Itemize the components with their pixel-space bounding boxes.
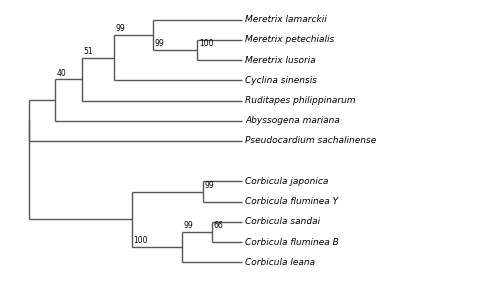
Text: 100: 100 bbox=[199, 39, 214, 49]
Text: Corbicula japonica: Corbicula japonica bbox=[245, 177, 328, 186]
Text: 66: 66 bbox=[214, 221, 224, 230]
Text: Meretrix lusoria: Meretrix lusoria bbox=[245, 56, 316, 65]
Text: Corbicula leana: Corbicula leana bbox=[245, 258, 316, 267]
Text: Corbicula sandai: Corbicula sandai bbox=[245, 217, 320, 226]
Text: Ruditapes philippinarum: Ruditapes philippinarum bbox=[245, 96, 356, 105]
Text: Abyssogena mariana: Abyssogena mariana bbox=[245, 116, 340, 125]
Text: Cyclina sinensis: Cyclina sinensis bbox=[245, 76, 317, 85]
Text: Corbicula fluminea Y: Corbicula fluminea Y bbox=[245, 197, 338, 206]
Text: 99: 99 bbox=[184, 221, 194, 230]
Text: Pseudocardium sachalinense: Pseudocardium sachalinense bbox=[245, 136, 376, 146]
Text: 40: 40 bbox=[57, 69, 66, 78]
Text: Meretrix lamarckii: Meretrix lamarckii bbox=[245, 15, 327, 24]
Text: 99: 99 bbox=[116, 24, 126, 33]
Text: 51: 51 bbox=[84, 47, 93, 56]
Text: Meretrix petechialis: Meretrix petechialis bbox=[245, 36, 334, 45]
Text: Corbicula fluminea B: Corbicula fluminea B bbox=[245, 237, 339, 246]
Text: 100: 100 bbox=[134, 236, 148, 245]
Text: 99: 99 bbox=[154, 39, 164, 49]
Text: 99: 99 bbox=[204, 181, 214, 190]
